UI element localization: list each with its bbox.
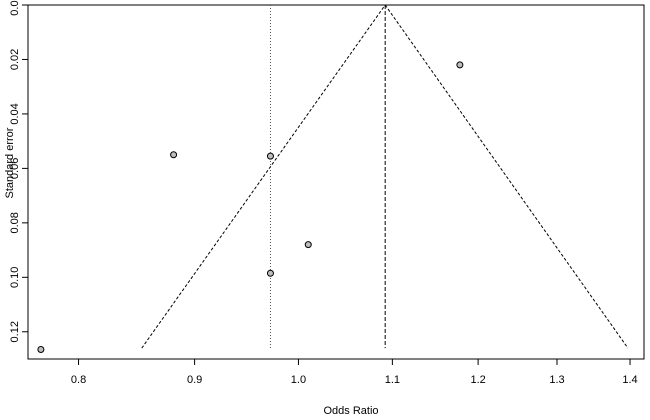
plot-frame	[27, 4, 645, 360]
data-point	[266, 152, 274, 160]
funnel-right-line	[384, 4, 629, 349]
y-tick-label: 0.08	[9, 212, 21, 233]
y-tick-label: 0.02	[9, 49, 21, 70]
y-tick-label: 0.04	[9, 103, 21, 124]
x-axis: 0.8 0.9 1.0 1.1 1.2 1.3 1.4	[71, 359, 638, 386]
x-tick-label: 0.8	[71, 374, 86, 386]
data-point	[170, 151, 178, 159]
y-axis-title: Standard error	[4, 127, 16, 198]
y-tick-label: 0.12	[9, 321, 21, 342]
y-axis: 0.00 0.02 0.04 0.06 0.08 0.10 0.12	[9, 0, 28, 342]
y-tick-label: 0.10	[9, 267, 21, 288]
data-point	[304, 241, 312, 249]
x-axis-title: Odds Ratio	[323, 405, 378, 417]
x-tick-label: 0.9	[187, 374, 202, 386]
x-tick-label: 1.1	[385, 374, 400, 386]
data-point	[456, 61, 464, 69]
funnel-lines	[141, 4, 629, 349]
data-points	[37, 61, 464, 353]
x-tick-label: 1.2	[470, 374, 485, 386]
x-tick-label: 1.3	[549, 374, 564, 386]
x-tick-label: 1.4	[622, 374, 637, 386]
y-tick-label: 0.00	[9, 0, 21, 16]
data-point	[266, 269, 274, 277]
x-tick-label: 1.0	[291, 374, 306, 386]
funnel-left-line	[141, 4, 386, 349]
y-tick-label: 0.06	[9, 158, 21, 179]
data-point	[37, 345, 45, 353]
